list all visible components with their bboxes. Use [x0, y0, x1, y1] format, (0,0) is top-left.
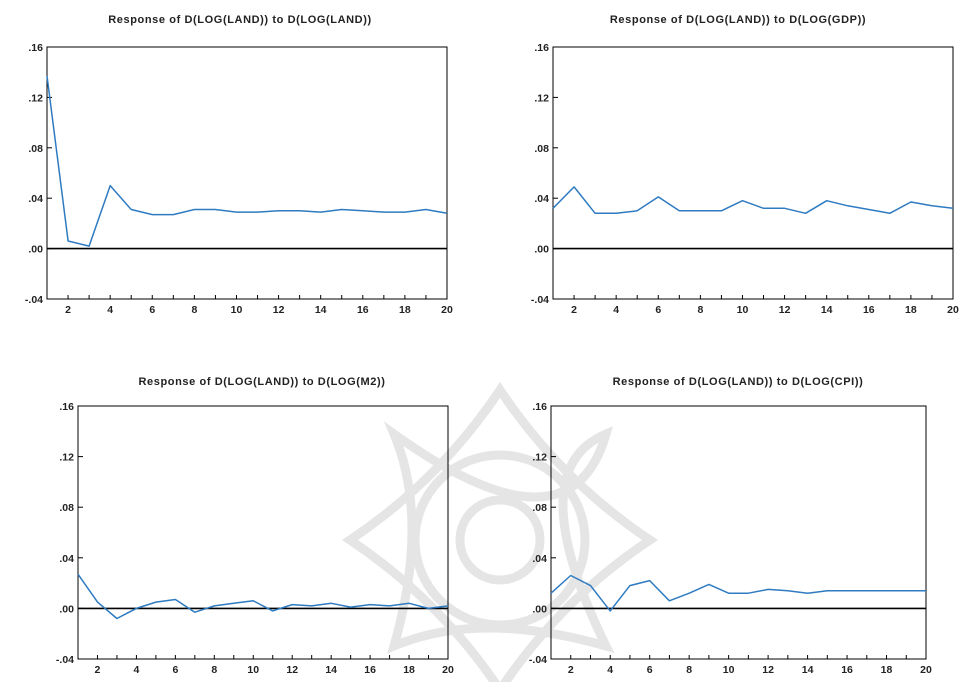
y-tick-label: .12	[28, 92, 43, 104]
x-tick-label: 18	[881, 664, 893, 676]
x-tick-label: 6	[647, 664, 653, 676]
x-tick-label: 18	[403, 664, 415, 676]
x-tick-label: 14	[802, 664, 814, 676]
x-tick-label: 20	[920, 664, 932, 676]
x-tick-label: 2	[65, 304, 71, 316]
x-tick-label: 6	[149, 304, 155, 316]
x-tick-label: 2	[568, 664, 574, 676]
chart-title: Response of D(LOG(LAND)) to D(LOG(LAND))	[108, 14, 372, 26]
irf-panel-gdp: Response of D(LOG(LAND)) to D(LOG(GDP)) …	[490, 0, 960, 340]
y-tick-label: .08	[28, 143, 43, 155]
plot-frame	[552, 46, 954, 300]
chart-title: Response of D(LOG(LAND)) to D(LOG(M2))	[138, 376, 385, 388]
x-tick-label: 10	[723, 664, 735, 676]
y-tick-label: .12	[532, 452, 547, 464]
y-tick-label: .12	[59, 452, 74, 464]
plot-frame	[46, 46, 448, 300]
x-tick-label: 18	[399, 304, 411, 316]
x-tick-label: 16	[364, 664, 376, 676]
x-tick-label: 4	[133, 664, 139, 676]
impulse-response-line	[552, 186, 954, 215]
irf-chart-m2: Response of D(LOG(LAND)) to D(LOG(M2)) .…	[56, 376, 454, 676]
x-tick-label: 8	[686, 664, 692, 676]
impulse-response-line	[550, 574, 926, 612]
x-tick-label: 14	[315, 304, 327, 316]
y-tick-label: .04	[534, 193, 549, 205]
y-tick-label: .16	[532, 401, 547, 413]
y-tick-label: -.04	[529, 654, 547, 666]
y-tick-label: .16	[534, 42, 549, 54]
x-tick-label: 18	[905, 304, 917, 316]
y-tick-label: .00	[28, 244, 43, 256]
x-tick-label: 8	[211, 664, 217, 676]
x-tick-label: 6	[655, 304, 661, 316]
x-tick-label: 16	[841, 664, 853, 676]
y-tick-label: .08	[534, 143, 549, 155]
irf-panel-land: Response of D(LOG(LAND)) to D(LOG(LAND))…	[0, 0, 470, 340]
impulse-response-line	[77, 573, 449, 620]
x-tick-label: 2	[95, 664, 101, 676]
x-tick-label: 20	[442, 664, 454, 676]
y-tick-label: -.04	[531, 294, 549, 306]
x-tick-label: 14	[325, 664, 337, 676]
x-tick-label: 20	[947, 304, 959, 316]
x-tick-label: 12	[762, 664, 774, 676]
x-tick-label: 14	[821, 304, 833, 316]
y-tick-label: .00	[532, 603, 547, 615]
y-tick-label: .00	[59, 603, 74, 615]
y-tick-label: .04	[59, 553, 74, 565]
y-tick-label: .04	[532, 553, 547, 565]
x-tick-label: 4	[613, 304, 619, 316]
plot-frame	[550, 405, 927, 660]
irf-chart-cpi: Response of D(LOG(LAND)) to D(LOG(CPI)) …	[529, 376, 932, 676]
x-tick-label: 10	[737, 304, 749, 316]
x-tick-label: 12	[779, 304, 791, 316]
x-tick-label: 2	[571, 304, 577, 316]
x-tick-label: 10	[231, 304, 243, 316]
y-tick-label: .12	[534, 92, 549, 104]
y-tick-label: -.04	[25, 294, 43, 306]
irf-panel-m2: Response of D(LOG(LAND)) to D(LOG(M2)) .…	[0, 360, 470, 690]
y-tick-label: .08	[59, 502, 74, 514]
x-tick-label: 20	[441, 304, 453, 316]
x-tick-label: 6	[172, 664, 178, 676]
irf-panel-cpi: Response of D(LOG(LAND)) to D(LOG(CPI)) …	[490, 360, 960, 690]
y-tick-label: .04	[28, 193, 43, 205]
x-tick-label: 8	[697, 304, 703, 316]
x-tick-label: 4	[107, 304, 113, 316]
plot-frame	[77, 405, 449, 660]
x-tick-label: 4	[607, 664, 613, 676]
x-tick-label: 12	[286, 664, 298, 676]
x-tick-label: 12	[273, 304, 285, 316]
y-tick-label: .00	[534, 244, 549, 256]
y-tick-label: .16	[59, 401, 74, 413]
chart-title: Response of D(LOG(LAND)) to D(LOG(GDP))	[610, 14, 866, 26]
y-tick-label: .08	[532, 502, 547, 514]
y-tick-label: .16	[28, 42, 43, 54]
x-tick-label: 16	[863, 304, 875, 316]
x-tick-label: 10	[247, 664, 259, 676]
irf-chart-gdp: Response of D(LOG(LAND)) to D(LOG(GDP)) …	[531, 14, 959, 316]
x-tick-label: 8	[191, 304, 197, 316]
chart-title: Response of D(LOG(LAND)) to D(LOG(CPI))	[613, 376, 864, 388]
x-tick-label: 16	[357, 304, 369, 316]
impulse-response-line	[46, 75, 448, 247]
irf-chart-land: Response of D(LOG(LAND)) to D(LOG(LAND))…	[25, 14, 453, 316]
y-tick-label: -.04	[56, 654, 74, 666]
